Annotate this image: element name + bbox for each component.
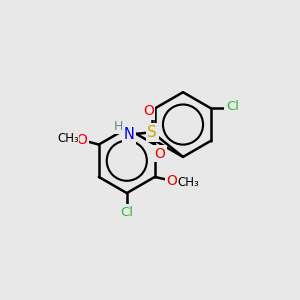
Text: CH₃: CH₃ xyxy=(178,176,200,189)
Text: Cl: Cl xyxy=(120,206,133,219)
Text: N: N xyxy=(124,127,134,142)
Text: CH₃: CH₃ xyxy=(57,132,79,145)
Text: S: S xyxy=(147,125,157,140)
Text: O: O xyxy=(143,104,154,118)
Text: Cl: Cl xyxy=(226,100,239,113)
Text: O: O xyxy=(166,174,177,188)
Text: H: H xyxy=(114,120,123,133)
Text: O: O xyxy=(76,133,87,147)
Text: O: O xyxy=(154,147,165,161)
